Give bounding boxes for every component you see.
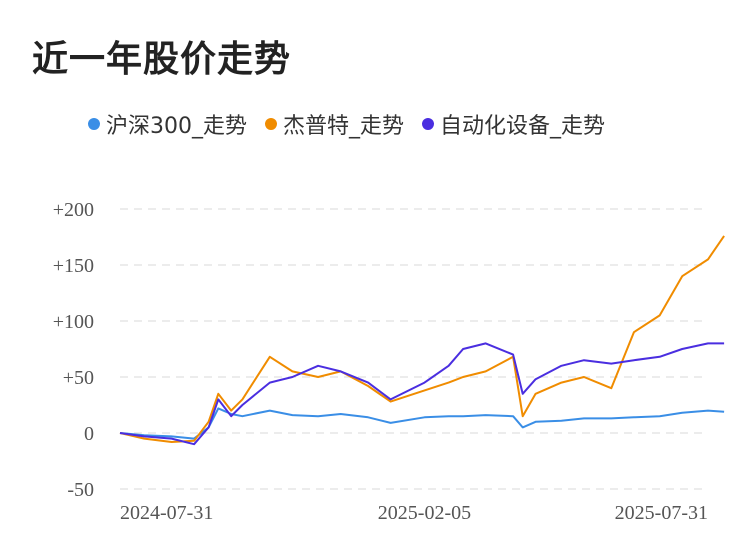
series-line-automation — [119, 342, 725, 446]
legend-item-automation[interactable]: 自动化设备_走势 — [422, 108, 605, 140]
grid — [120, 208, 708, 490]
legend-label-jiepute: 杰普特_走势 — [283, 114, 405, 139]
legend-marker-hs300 — [88, 118, 100, 130]
legend-label-hs300: 沪深300_走势 — [106, 114, 247, 139]
x-tick-label: 2025-07-31 — [615, 502, 708, 524]
x-tick-label: 2024-07-31 — [120, 502, 213, 524]
series-line-jiepute — [119, 235, 725, 443]
legend: 沪深300_走势 杰普特_走势 自动化设备_走势 — [88, 108, 623, 140]
y-tick-label: +100 — [53, 311, 94, 333]
legend-label-automation: 自动化设备_走势 — [440, 114, 606, 139]
y-tick-label: +50 — [63, 367, 94, 389]
legend-marker-automation — [422, 118, 435, 130]
chart-title: 近一年股价走势 — [32, 39, 292, 80]
series-lines — [119, 235, 725, 446]
x-tick-label: 2025-02-05 — [378, 502, 471, 524]
x-axis-ticks: 2024-07-31 2025-02-05 2025-07-31 — [120, 502, 708, 524]
legend-item-hs300[interactable]: 沪深300_走势 — [88, 108, 247, 140]
y-tick-label: -50 — [67, 479, 94, 501]
legend-marker-jiepute — [265, 118, 277, 130]
series-line-hs300 — [119, 407, 725, 440]
y-tick-label: +200 — [53, 199, 94, 221]
y-tick-label: +150 — [53, 255, 94, 277]
legend-item-jiepute[interactable]: 杰普特_走势 — [265, 108, 404, 140]
y-tick-label: 0 — [84, 423, 94, 445]
y-axis-ticks: -50 0 +50 +100 +150 +200 — [53, 199, 94, 501]
